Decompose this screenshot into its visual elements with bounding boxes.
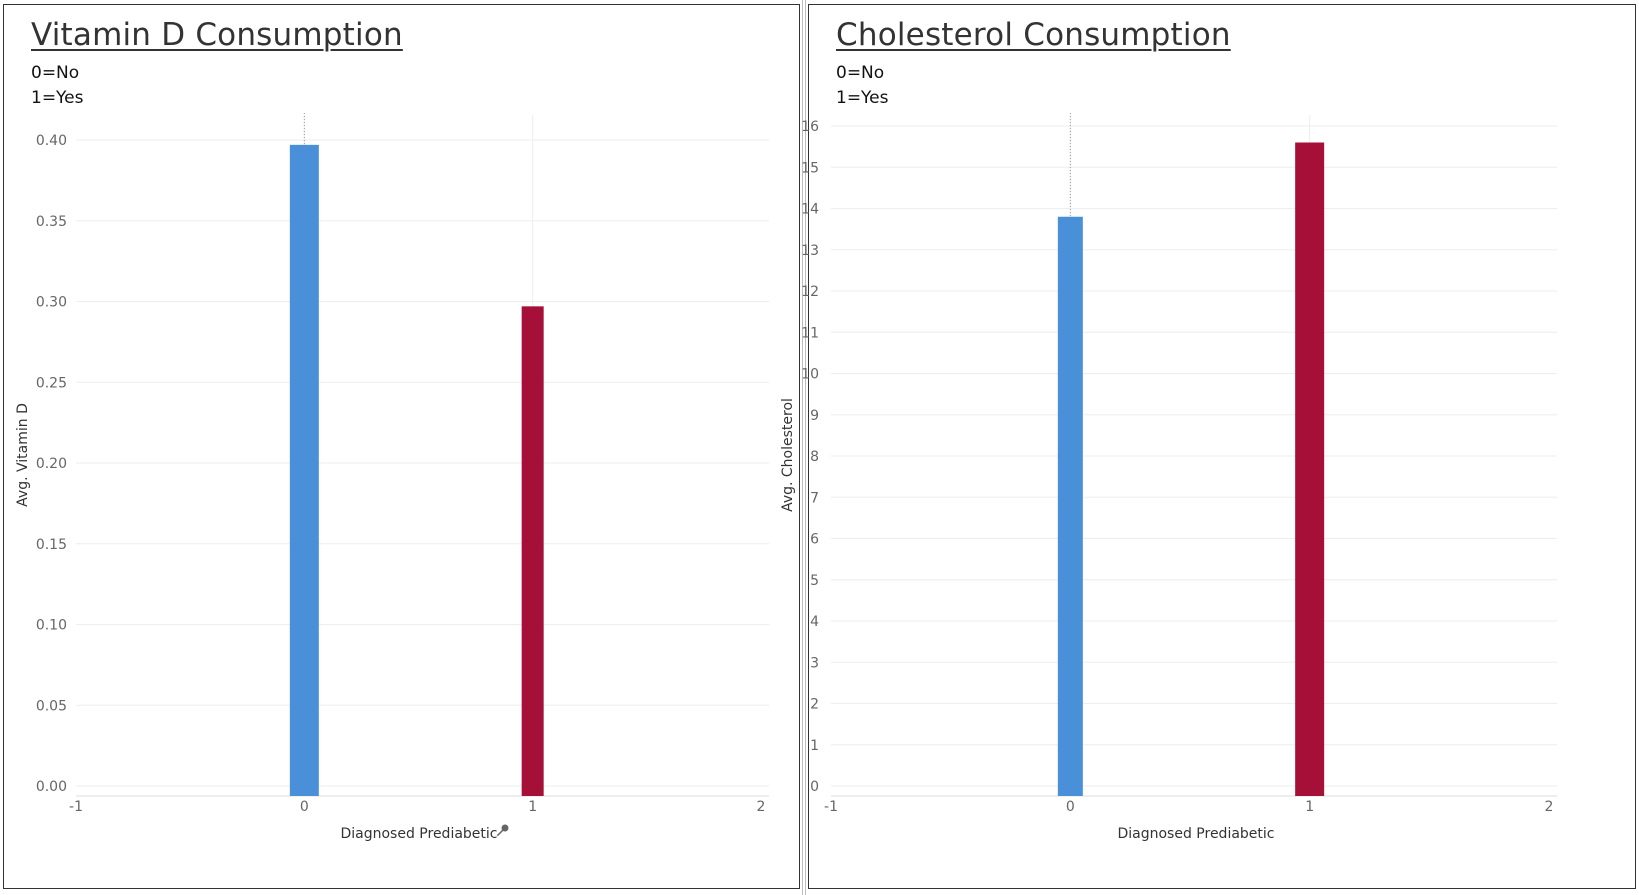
y-tick-label: 14 xyxy=(801,202,819,218)
x-tick-label: 2 xyxy=(1545,799,1554,815)
x-tick-label: -1 xyxy=(69,799,83,815)
x-tick-label: 1 xyxy=(528,799,537,815)
y-tick-label: 2 xyxy=(810,697,819,713)
y-tick-label: 13 xyxy=(801,243,819,259)
y-tick-label: 0.40 xyxy=(36,133,67,149)
y-tick-label: 8 xyxy=(810,449,819,465)
y-tick-label: 1 xyxy=(810,738,819,754)
y-tick-label: 0.20 xyxy=(36,456,67,472)
legend-yes: 1=Yes xyxy=(31,88,84,108)
y-tick-label: 3 xyxy=(810,655,819,671)
y-tick-label: 0.00 xyxy=(36,779,67,795)
y-tick-label: 9 xyxy=(810,408,819,424)
y-tick-label: 15 xyxy=(801,160,819,176)
y-tick-label: 0.35 xyxy=(36,214,67,230)
legend-yes: 1=Yes xyxy=(836,88,889,108)
y-tick-label: 0.05 xyxy=(36,698,67,714)
legend-no: 0=No xyxy=(31,63,80,83)
x-axis-title: Diagnosed Prediabetic xyxy=(1117,826,1274,842)
bar-yes xyxy=(1295,142,1325,796)
x-tick-label: 2 xyxy=(757,799,766,815)
bar-no xyxy=(289,144,319,797)
x-tick-label: 0 xyxy=(1066,799,1075,815)
y-tick-label: 0.10 xyxy=(36,618,67,634)
x-tick-label: -1 xyxy=(824,799,838,815)
x-tick-label: 1 xyxy=(1305,799,1314,815)
legend-no: 0=No xyxy=(836,63,885,83)
y-tick-label: 11 xyxy=(801,325,819,341)
y-tick-label: 10 xyxy=(801,367,819,383)
x-tick-label: 0 xyxy=(300,799,309,815)
y-tick-label: 0 xyxy=(810,779,819,795)
y-tick-label: 12 xyxy=(801,284,819,300)
chart-title: Cholesterol Consumption xyxy=(836,17,1231,53)
y-tick-label: 4 xyxy=(810,614,819,630)
vitamin-d-panel: Vitamin D Consumption 0=No 1=Yes 0.00 0.0… xyxy=(3,4,800,889)
y-tick-label: 7 xyxy=(810,490,819,506)
y-tick-label: 5 xyxy=(810,573,819,589)
y-axis-title: Avg. Cholesterol xyxy=(780,398,796,512)
pin-icon xyxy=(496,824,509,837)
y-tick-label: 0.30 xyxy=(36,295,67,311)
panel-separator xyxy=(802,0,806,895)
y-tick-label: 0.15 xyxy=(36,537,67,553)
y-axis-title: Avg. Vitamin D xyxy=(15,403,31,507)
y-tick-label: 6 xyxy=(810,532,819,548)
chart-title: Vitamin D Consumption xyxy=(31,17,403,53)
vitamin-d-chart: 0.00 0.05 0.10 0.15 0.20 0.25 0.30 0.35 0.40 -1 0 1… xyxy=(15,113,769,842)
x-axis-title: Diagnosed Prediabetic xyxy=(340,826,497,842)
y-tick-label: 16 xyxy=(801,119,819,135)
bar-no xyxy=(1057,216,1083,796)
y-tick-label: 0.25 xyxy=(36,375,67,391)
bar-yes xyxy=(521,306,544,796)
